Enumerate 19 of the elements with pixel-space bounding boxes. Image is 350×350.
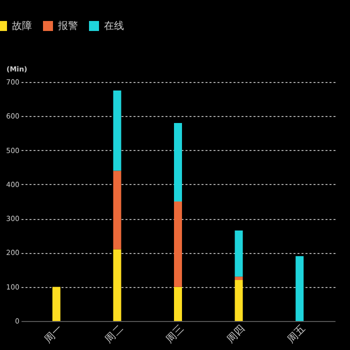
bar xyxy=(113,90,122,171)
x-tick-label: 周四 xyxy=(225,324,248,346)
bar xyxy=(174,202,182,287)
bar xyxy=(52,286,60,321)
bar xyxy=(113,170,122,250)
legend-label: 在线 xyxy=(104,20,124,32)
legend-label: 故障 xyxy=(12,20,32,32)
x-tick-label: 周三 xyxy=(164,324,186,346)
bar xyxy=(234,276,243,280)
bar xyxy=(113,249,122,321)
bar xyxy=(174,122,182,202)
x-tick-label: 周一 xyxy=(42,324,65,346)
bar xyxy=(234,280,243,321)
bar xyxy=(174,286,182,321)
x-tick-label: 周五 xyxy=(286,324,308,346)
x-tick-label: 周二 xyxy=(104,324,126,346)
legend-label: 报警 xyxy=(57,20,78,32)
bar xyxy=(296,256,304,321)
bar xyxy=(234,230,243,277)
